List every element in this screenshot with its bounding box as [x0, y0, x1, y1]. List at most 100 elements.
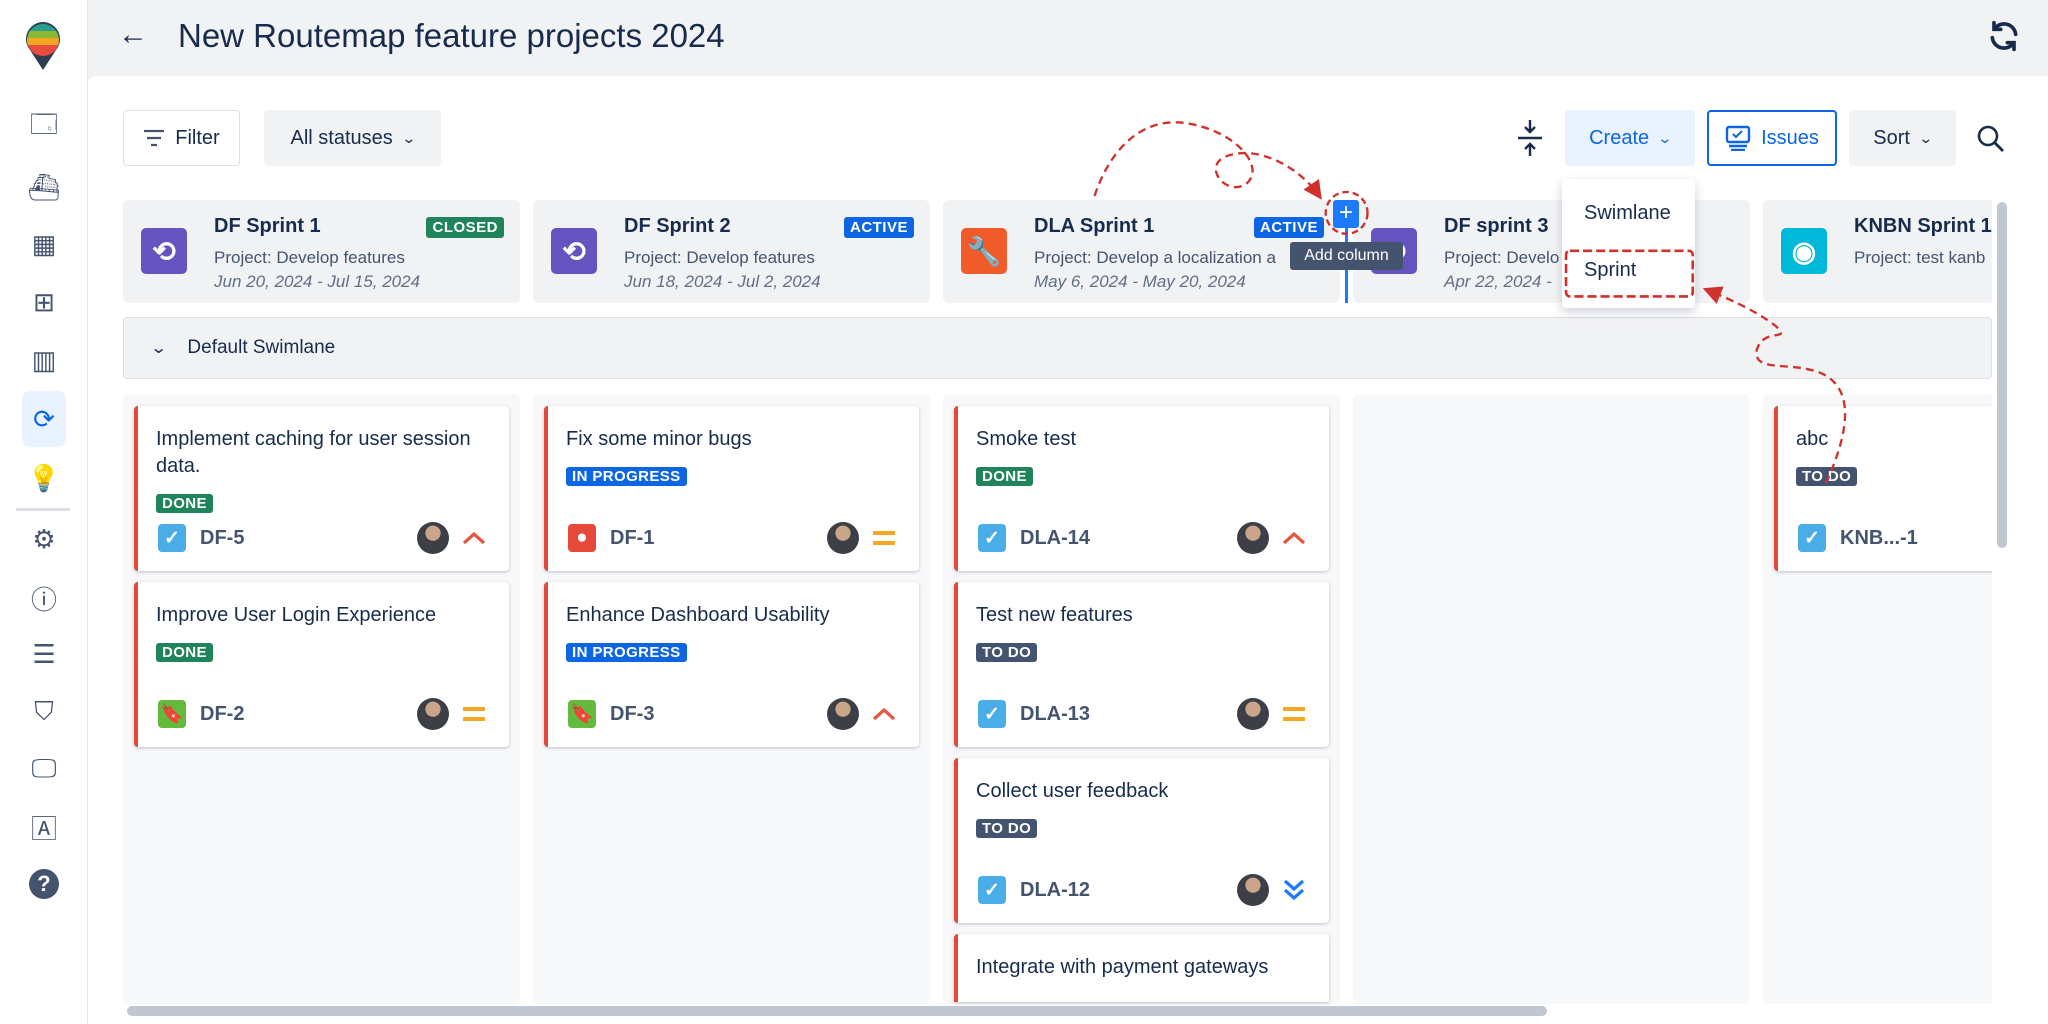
issue-footer: ✓ KNB...-1 — [1796, 521, 1992, 555]
sprint-header-2[interactable]: ⟲ DF Sprint 2 ACTIVE Project: Develop featu… — [533, 200, 930, 303]
search-icon[interactable] — [1976, 124, 2006, 154]
sidebar: 🗔 ⛴ ▦ ⊞ ▥ ⟳ 💡 ⚙ ⓘ ☰ ⛉ 🖵 🄰? — [0, 0, 88, 1024]
assignee-avatar[interactable] — [827, 698, 859, 730]
status-select-value: All statuses — [290, 126, 393, 149]
issue-title: Fix some minor bugs — [566, 428, 752, 450]
abc-icon[interactable]: 🄰 — [30, 813, 57, 844]
priority-medium-icon — [461, 704, 487, 724]
task-icon: ✓ — [978, 700, 1006, 728]
gear-icon[interactable]: ⚙ — [32, 523, 56, 554]
ship-icon[interactable]: ⛴ — [27, 171, 61, 202]
bug-icon: ● — [568, 524, 596, 552]
issue-key[interactable]: DF-2 — [200, 702, 245, 725]
task-icon: ✓ — [1798, 524, 1826, 552]
monitor-icon[interactable]: 🖵 — [31, 753, 57, 783]
menu-item-swimlane[interactable]: Swimlane — [1584, 202, 1671, 224]
grid-icon[interactable]: ▦ — [31, 228, 57, 259]
board-column-1: Implement caching for user session data.… — [123, 394, 520, 1004]
issue-title: Collect user feedback — [976, 780, 1169, 802]
sync-icon: ⟲ — [551, 228, 597, 274]
issue-key[interactable]: DLA-12 — [1020, 878, 1091, 901]
sprint-header-3[interactable]: 🔧 DLA Sprint 1 ACTIVE Project: Develop a lo… — [943, 200, 1340, 303]
issue-title: Integrate with payment gateways — [976, 956, 1269, 978]
board-column-5: abc TO DO ✓ KNB...-1 — [1763, 394, 1992, 1004]
sprint-status-badge: CLOSED — [426, 217, 504, 238]
board-icon[interactable]: 🗔 — [29, 109, 59, 139]
menu-item-sprint[interactable]: Sprint — [1584, 259, 1637, 281]
issue-card[interactable]: Enhance Dashboard Usability IN PROGRESS 🔖 D… — [544, 582, 919, 747]
sprint-dates: May 6, 2024 - May 20, 2024 — [1034, 272, 1246, 291]
assignee-avatar[interactable] — [417, 522, 449, 554]
shield-user-icon[interactable]: ⛉ — [34, 696, 54, 726]
issue-footer: 🔖 DF-2 — [156, 697, 487, 731]
issue-footer: 🔖 DF-3 — [566, 697, 897, 731]
story-icon: 🔖 — [158, 700, 186, 728]
layout-icon[interactable]: ⊞ — [33, 286, 55, 317]
columns-icon[interactable]: ▥ — [31, 344, 57, 375]
issue-card[interactable]: Implement caching for user session data.… — [134, 406, 509, 571]
issues-label: Issues — [1761, 126, 1819, 149]
issue-status-badge: TO DO — [976, 819, 1038, 838]
horizontal-scrollbar[interactable] — [127, 1006, 1547, 1016]
app-logo — [26, 22, 60, 70]
sprint-name: KNBN Sprint 1 — [1854, 215, 1992, 237]
assignee-avatar[interactable] — [1237, 874, 1269, 906]
sprint-name: DF Sprint 2 — [624, 215, 731, 237]
assignee-avatar[interactable] — [1237, 522, 1269, 554]
create-label: Create — [1589, 126, 1650, 149]
issue-card[interactable]: Test new features TO DO ✓ DLA-13 — [954, 582, 1329, 747]
issue-status-badge: TO DO — [976, 643, 1038, 662]
sprint-dates: Apr 22, 2024 - — [1444, 272, 1552, 291]
issues-button[interactable]: Issues — [1707, 110, 1837, 166]
sort-button[interactable]: Sort ⌄ — [1849, 110, 1956, 166]
issue-footer: ● DF-1 — [566, 521, 897, 555]
priority-high-icon — [1281, 530, 1307, 546]
assignee-avatar[interactable] — [417, 698, 449, 730]
add-column-button[interactable]: + — [1333, 200, 1359, 228]
assignee-avatar[interactable] — [827, 522, 859, 554]
list-icon[interactable]: ☰ — [32, 638, 56, 669]
assignee-avatar[interactable] — [1237, 698, 1269, 730]
issue-key[interactable]: DLA-13 — [1020, 702, 1091, 725]
sprint-dates: Jun 18, 2024 - Jul 2, 2024 — [624, 272, 821, 291]
issue-card[interactable]: Smoke test DONE ✓ DLA-14 — [954, 406, 1329, 571]
routemap-icon[interactable]: ⟳ — [22, 391, 66, 447]
sprint-header-1[interactable]: ⟲ DF Sprint 1 CLOSED Project: Develop featu… — [123, 200, 520, 303]
issue-status-badge: IN PROGRESS — [566, 467, 687, 486]
collapse-icon[interactable] — [1516, 118, 1544, 158]
issue-key[interactable]: DF-5 — [200, 526, 245, 549]
priority-medium-icon — [1281, 704, 1307, 724]
swimlane-header[interactable]: ⌄ Default Swimlane — [123, 317, 1992, 379]
sprint-project: Project: Develop features — [214, 248, 405, 267]
issue-key[interactable]: DF-3 — [610, 702, 655, 725]
issue-card[interactable]: Integrate with payment gateways — [954, 934, 1329, 1002]
issue-key[interactable]: KNB...-1 — [1840, 526, 1918, 549]
help-icon[interactable]: ? — [29, 869, 59, 899]
create-button[interactable]: Create ⌄ — [1565, 110, 1695, 166]
board-column-4 — [1353, 394, 1750, 1004]
sprint-name: DLA Sprint 1 — [1034, 215, 1155, 237]
issue-title: abc — [1796, 428, 1829, 450]
vertical-scrollbar[interactable] — [1997, 202, 2007, 548]
create-menu: Swimlane Sprint — [1562, 179, 1695, 308]
sprint-header-5[interactable]: ◉ KNBN Sprint 1 Project: test kanb — [1763, 200, 1992, 303]
issue-key[interactable]: DLA-14 — [1020, 526, 1091, 549]
status-select[interactable]: All statuses ⌄ — [264, 110, 441, 166]
info-icon[interactable]: ⓘ — [30, 584, 57, 615]
issue-status-badge: DONE — [976, 467, 1033, 486]
filter-button[interactable]: Filter — [123, 110, 240, 166]
sidebar-divider — [16, 508, 70, 511]
issue-status-badge: DONE — [156, 643, 213, 662]
chevron-down-icon[interactable]: ⌄ — [149, 340, 168, 357]
sprint-status-badge: ACTIVE — [1253, 217, 1324, 238]
issue-key[interactable]: DF-1 — [610, 526, 655, 549]
lightbulb-icon[interactable]: 💡 — [27, 462, 61, 493]
issue-card[interactable]: Collect user feedback TO DO ✓ DLA-12 — [954, 758, 1329, 923]
sort-label: Sort — [1873, 126, 1910, 149]
add-column-tooltip: Add column — [1290, 242, 1403, 270]
issue-card[interactable]: Fix some minor bugs IN PROGRESS ● DF-1 — [544, 406, 919, 571]
refresh-icon[interactable] — [1984, 16, 2024, 56]
issue-card[interactable]: Improve User Login Experience DONE 🔖 DF-2 — [134, 582, 509, 747]
back-arrow-icon[interactable]: ← — [118, 18, 148, 51]
issue-card[interactable]: abc TO DO ✓ KNB...-1 — [1774, 406, 1992, 571]
